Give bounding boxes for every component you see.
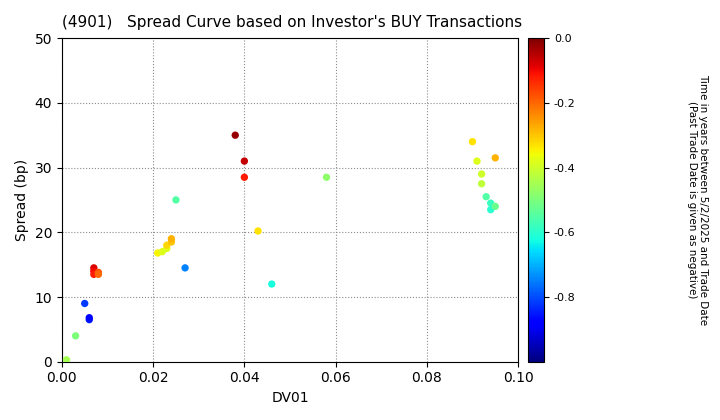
Point xyxy=(70,333,81,339)
Text: (4901)   Spread Curve based on Investor's BUY Transactions: (4901) Spread Curve based on Investor's … xyxy=(62,15,522,30)
Point xyxy=(476,171,487,177)
Point xyxy=(84,314,95,321)
Point xyxy=(476,180,487,187)
Point xyxy=(152,249,163,256)
Point xyxy=(320,174,332,181)
Point xyxy=(238,158,250,165)
Point xyxy=(79,300,91,307)
Point xyxy=(88,265,99,271)
Point xyxy=(156,248,168,255)
Point xyxy=(166,239,177,245)
Point xyxy=(88,268,99,275)
Point xyxy=(230,132,241,139)
Point xyxy=(480,193,492,200)
Point xyxy=(252,228,264,234)
Point xyxy=(490,203,501,210)
Point xyxy=(161,245,173,252)
Y-axis label: Spread (bp): Spread (bp) xyxy=(15,159,29,241)
Point xyxy=(93,271,104,278)
Point xyxy=(88,271,99,278)
Point xyxy=(238,174,250,181)
Point xyxy=(60,357,72,363)
Point xyxy=(266,281,277,287)
Point xyxy=(179,265,191,271)
Point xyxy=(161,242,173,249)
Point xyxy=(93,269,104,276)
Point xyxy=(490,155,501,161)
Point xyxy=(84,316,95,323)
Point xyxy=(467,138,478,145)
Point xyxy=(170,197,181,203)
Point xyxy=(472,158,483,165)
Y-axis label: Time in years between 5/2/2025 and Trade Date
(Past Trade Date is given as negat: Time in years between 5/2/2025 and Trade… xyxy=(687,74,708,326)
Point xyxy=(485,206,497,213)
Point xyxy=(166,235,177,242)
Point xyxy=(485,200,497,207)
X-axis label: DV01: DV01 xyxy=(271,391,309,405)
